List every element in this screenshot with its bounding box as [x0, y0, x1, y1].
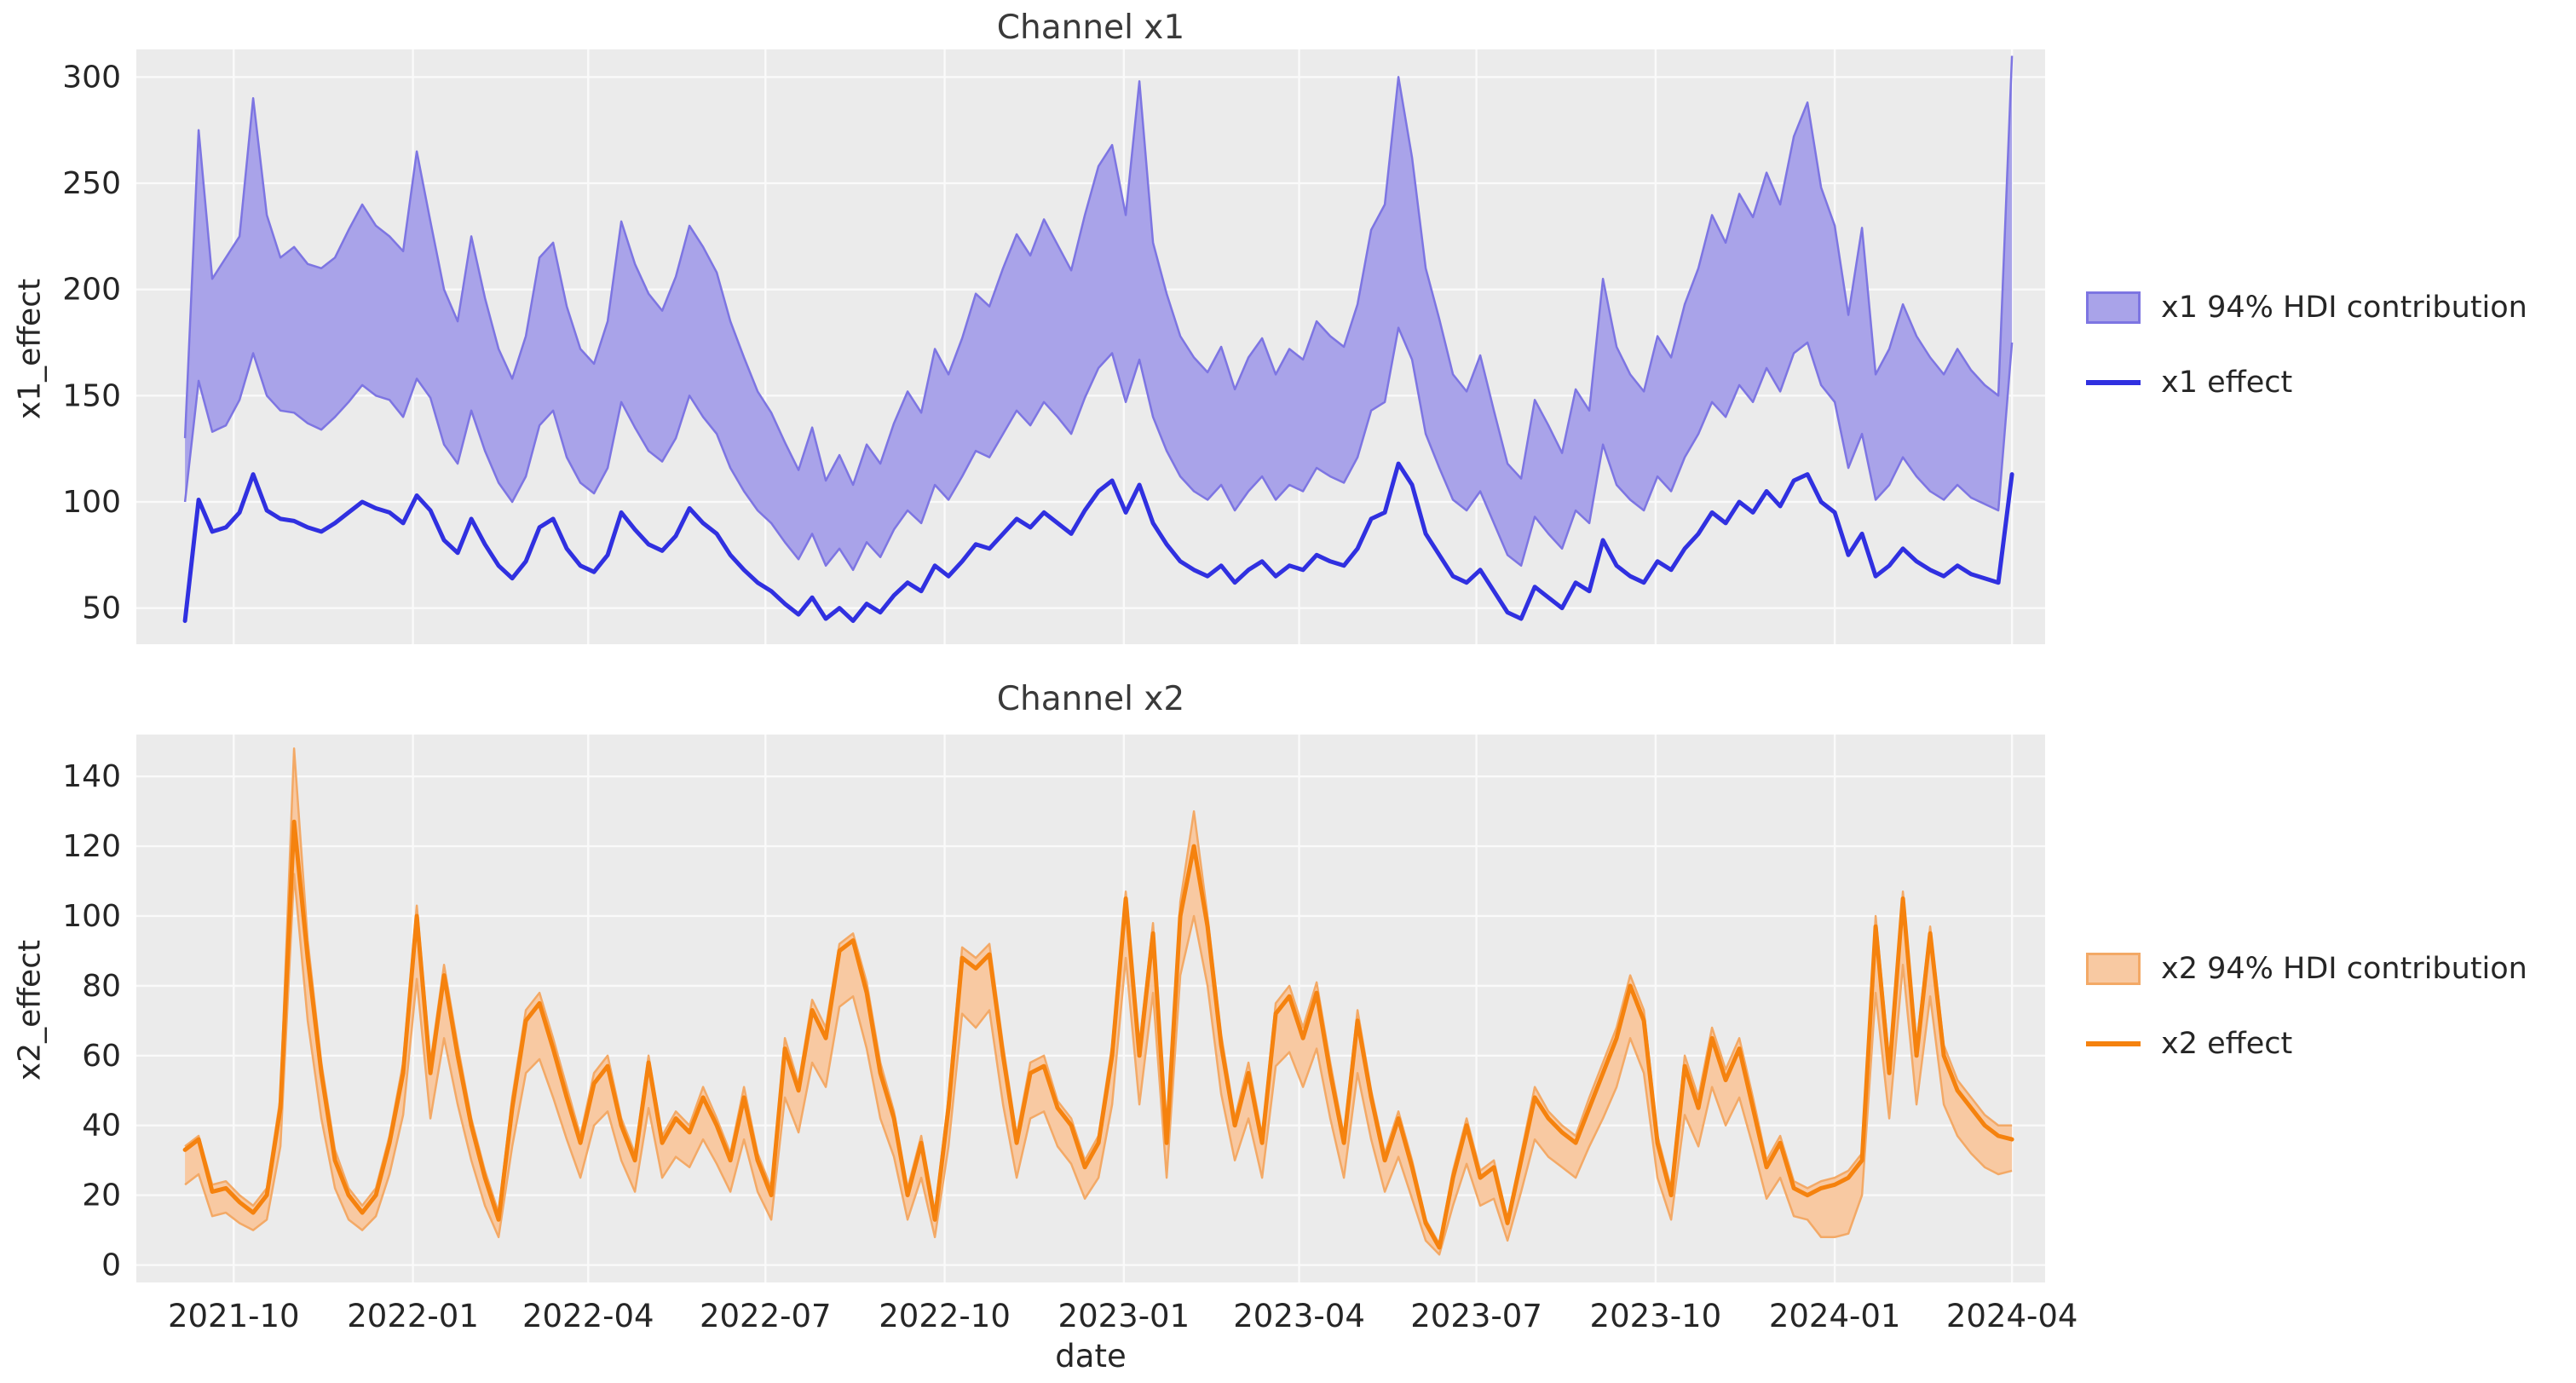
y-tick-label: 100 — [62, 485, 121, 520]
y-tick-label: 140 — [62, 759, 121, 794]
hdi-band-upper-edge — [183, 55, 2014, 487]
x-tick-label: 2023-10 — [1590, 1298, 1722, 1334]
legend-item: x2 effect — [2086, 1019, 2527, 1069]
x2-effect-line-swatch — [2086, 1041, 2141, 1046]
y-tick-label: 200 — [62, 273, 121, 308]
legend-label: x1 94% HDI contribution — [2161, 291, 2527, 325]
hdi-band-lower-edge — [183, 326, 2014, 572]
legend-label: x2 94% HDI contribution — [2161, 952, 2527, 986]
y-tick-label: 250 — [62, 166, 121, 201]
y-tick-label: 120 — [62, 829, 121, 864]
chart2-y-axis-label: x2_effect — [12, 939, 48, 1081]
x-tick-label: 2022-10 — [879, 1298, 1011, 1334]
x-tick-label: 2024-04 — [1946, 1298, 2078, 1334]
y-tick-label: 40 — [82, 1109, 121, 1144]
y-tick-label: 60 — [82, 1039, 121, 1074]
legend-item: x1 effect — [2086, 358, 2527, 407]
hdi-band-lower-edge — [184, 873, 2013, 1256]
x2-hdi-band-swatch — [2086, 953, 2141, 985]
y-tick-label: 100 — [62, 899, 121, 934]
chart1-legend: x1 94% HDI contribution x1 effect — [2086, 283, 2527, 407]
x-tick-label: 2023-04 — [1233, 1298, 1365, 1334]
y-tick-label: 150 — [62, 378, 121, 413]
x1-hdi-band-swatch — [2086, 291, 2141, 324]
chart2-title: Channel x2 — [996, 680, 1185, 718]
x-axis-label: date — [1055, 1338, 1127, 1374]
y-tick-label: 300 — [62, 60, 121, 95]
legend-item: x1 94% HDI contribution — [2086, 283, 2527, 332]
chart1-title: Channel x1 — [996, 9, 1185, 47]
legend-label: x2 effect — [2161, 1027, 2293, 1061]
x-tick-label: 2023-01 — [1058, 1298, 1190, 1334]
y-tick-label: 20 — [82, 1178, 121, 1213]
chart2-legend: x2 94% HDI contribution x2 effect — [2086, 944, 2527, 1069]
y-tick-label: 80 — [82, 969, 121, 1004]
legend-label: x1 effect — [2161, 366, 2293, 400]
x-tick-label: 2023-07 — [1410, 1298, 1542, 1334]
x-tick-label: 2024-01 — [1769, 1298, 1901, 1334]
effect-line — [182, 461, 2014, 624]
x-tick-label: 2022-01 — [347, 1298, 479, 1334]
subplot-x2_effect: 0 20 40 60 80 100 120 140 2021-10 2022-01 2022-04 2… — [62, 735, 2078, 1334]
effect-line — [182, 819, 2014, 1250]
x-tick-label: 2022-04 — [522, 1298, 654, 1334]
y-tick-label: 50 — [82, 591, 121, 626]
legend-item: x2 94% HDI contribution — [2086, 944, 2527, 994]
x-tick-label: 2022-07 — [700, 1298, 832, 1334]
x1-effect-line-swatch — [2086, 380, 2141, 385]
y-tick-label: 0 — [101, 1248, 121, 1283]
chart1-y-axis-label: x1_effect — [12, 278, 48, 420]
x-tick-label: 2021-10 — [168, 1298, 300, 1334]
subplot-x1_effect: 50 100 150 200 250 300 — [62, 49, 2045, 644]
